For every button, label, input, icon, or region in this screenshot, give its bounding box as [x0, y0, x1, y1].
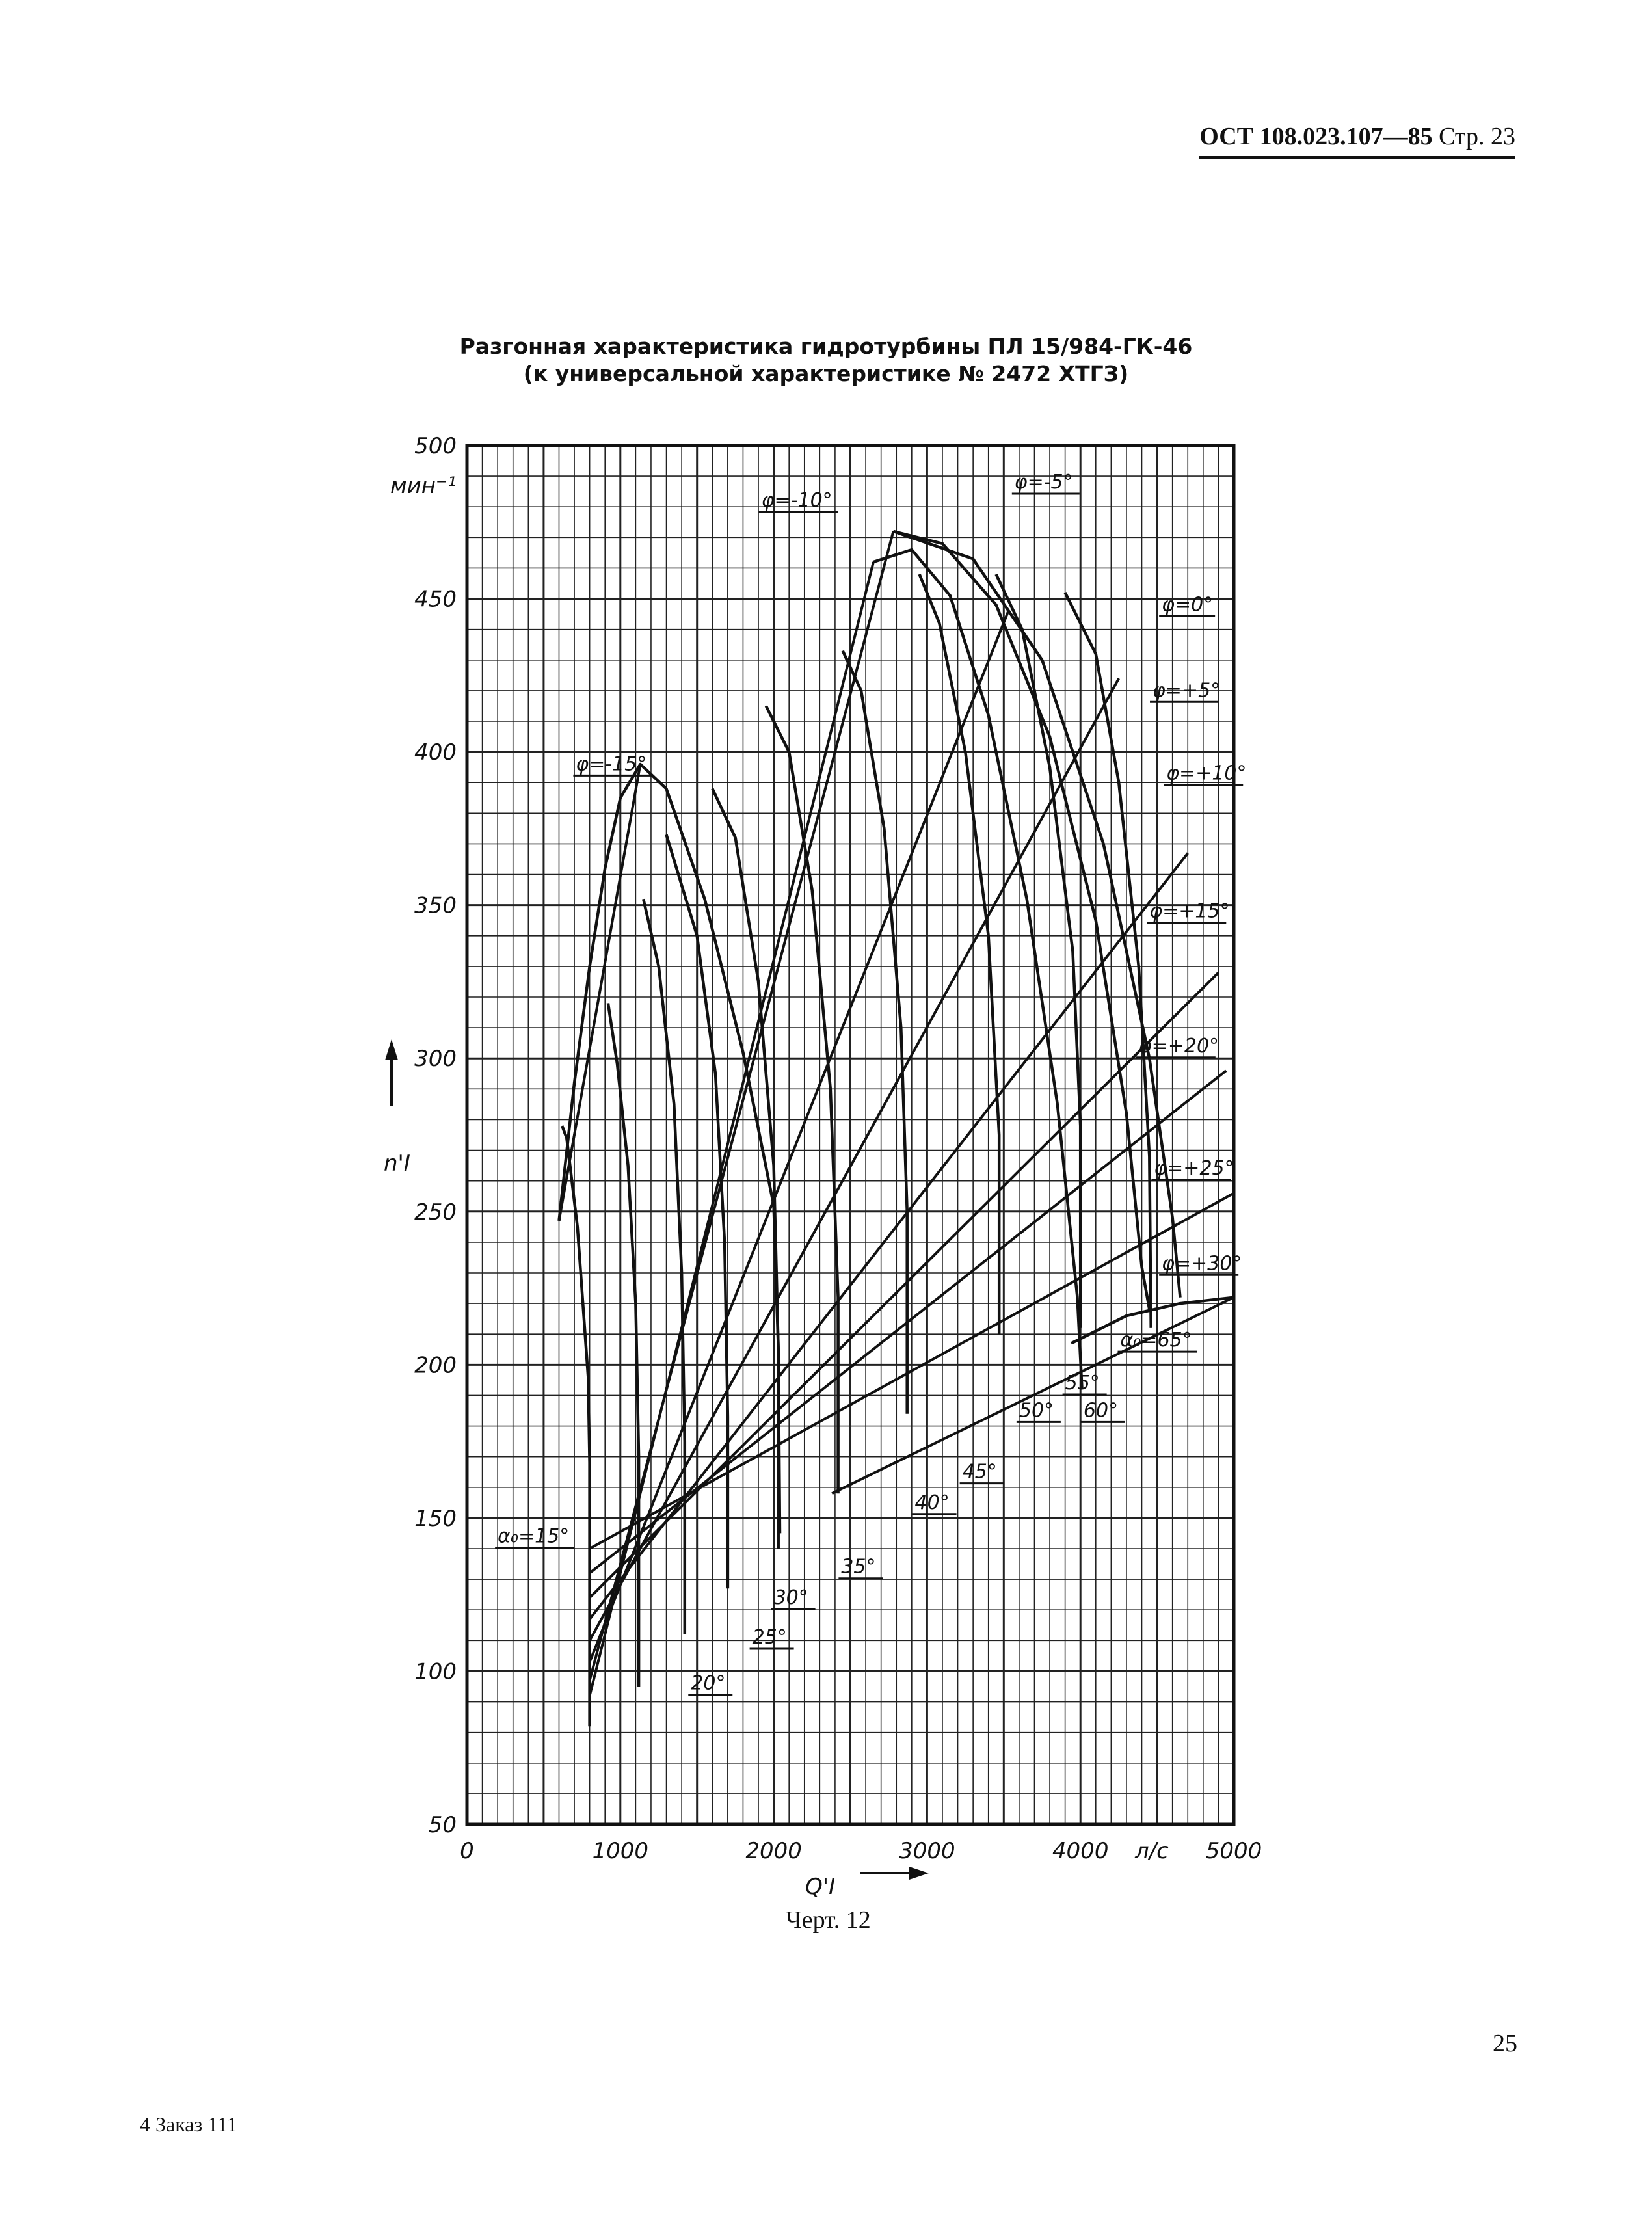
alpha-curve [1071, 1296, 1234, 1345]
curve-label: 30° [774, 1586, 808, 1609]
curve-label: 55° [1065, 1372, 1100, 1394]
blade-line [589, 1192, 1234, 1550]
curve-label: φ=-15° [576, 753, 646, 775]
y-axis-label: n'I [384, 1151, 410, 1177]
alpha-curve [1063, 592, 1152, 1328]
x-tick-label: 3000 [899, 1838, 955, 1864]
x-tick-label: 4000 [1052, 1838, 1109, 1864]
y-axis-unit: мин⁻¹ [390, 473, 457, 499]
alpha-curve [711, 788, 780, 1549]
phi-curve [892, 529, 1151, 1310]
x-tick-label: 2000 [745, 1838, 802, 1864]
x-axis-unit: л/с [1134, 1838, 1169, 1864]
blade-line [831, 1296, 1234, 1495]
curve-label: φ=+10° [1166, 762, 1246, 785]
blade-line [557, 764, 642, 1221]
alpha-curve [665, 834, 730, 1589]
blade-angle-lines [557, 531, 1234, 1696]
curve-label: φ=-10° [762, 489, 833, 512]
y-axis-arrowhead [385, 1039, 398, 1060]
blade-line [588, 610, 1010, 1663]
curve-labels: φ=-10° φ=-5° φ=0° φ=+5° φ=-15° φ=+10° φ=+15° φ=… [495, 471, 1246, 1696]
blade-line [588, 531, 895, 1681]
curve-label: φ=+15° [1149, 900, 1229, 923]
y-tick-label: 400 [414, 740, 457, 766]
document-code: ОСТ 108.023.107—85 [1199, 123, 1433, 150]
page-number: 25 [1493, 2030, 1517, 2057]
curve-label: α₀=65° [1121, 1329, 1192, 1352]
y-tick-label: 50 [429, 1812, 457, 1838]
alpha-curve [994, 573, 1082, 1328]
curve-label: 40° [915, 1491, 950, 1514]
x-axis-arrowhead [909, 1867, 929, 1880]
y-tick-label: 450 [414, 587, 457, 613]
curve-label: φ=+20° [1139, 1035, 1219, 1058]
y-tick-label: 150 [414, 1506, 457, 1532]
grid-minor [467, 446, 1234, 1824]
alpha-curve [606, 1003, 641, 1687]
curve-label: φ=+30° [1162, 1252, 1242, 1275]
curve-label: 45° [963, 1461, 997, 1484]
curve-label: α₀=15° [498, 1525, 569, 1548]
y-tick-label: 100 [414, 1659, 457, 1685]
x-tick-label: 0 [460, 1838, 474, 1864]
chart-title: Разгонная характеристика гидротурбины ПЛ… [0, 333, 1652, 388]
plot-border [465, 444, 1236, 1826]
alpha-curve [642, 898, 687, 1634]
plot-frame [465, 444, 1236, 1826]
blade-line [589, 852, 1189, 1620]
y-tick-label: 350 [414, 893, 457, 919]
alpha-curve [841, 650, 909, 1414]
axis-tick-labels: 0 1000 2000 3000 4000 5000 50 100 150 200 250 300 35… [414, 433, 1262, 1864]
blade-line [588, 678, 1120, 1642]
phi-curve [892, 529, 1182, 1298]
curve-label: φ=-5° [1015, 471, 1073, 494]
curve-label: φ=0° [1162, 593, 1213, 616]
phi-curves [557, 529, 1182, 1534]
blade-line [589, 971, 1219, 1599]
y-tick-label: 300 [414, 1046, 457, 1072]
y-tick-label: 250 [414, 1199, 457, 1225]
blade-line [588, 561, 875, 1696]
curve-label: φ=+25° [1154, 1157, 1234, 1180]
curve-label: 25° [753, 1626, 787, 1649]
curve-label: φ=+5° [1152, 679, 1220, 702]
chart-title-line2: (к универсальной характеристике № 2472 Х… [523, 361, 1129, 386]
alpha-curve [918, 574, 1001, 1335]
curve-label: 50° [1019, 1399, 1054, 1422]
x-tick-label: 5000 [1206, 1838, 1262, 1864]
alpha-curve [561, 1125, 591, 1727]
alpha-curve [764, 705, 840, 1494]
curve-label: 20° [691, 1672, 725, 1695]
document-page: Стр. 23 [1439, 123, 1515, 150]
chart-title-line1: Разгонная характеристика гидротурбины ПЛ… [459, 334, 1193, 359]
x-axis-label: Q'I [805, 1874, 835, 1900]
y-tick-label: 500 [414, 433, 457, 459]
order-note: 4 Заказ 111 [140, 2113, 237, 2136]
curve-label: 35° [841, 1556, 875, 1579]
document-header: ОСТ 108.023.107—85 Стр. 23 [1199, 122, 1515, 159]
curve-label: 60° [1084, 1399, 1118, 1422]
phi-curve [873, 548, 1084, 1390]
x-tick-label: 1000 [593, 1838, 649, 1864]
figure-caption: Черт. 12 [786, 1906, 871, 1934]
y-tick-label: 200 [414, 1352, 457, 1378]
axis-labels: n'I мин⁻¹ Q'I л/с [384, 473, 1169, 1900]
